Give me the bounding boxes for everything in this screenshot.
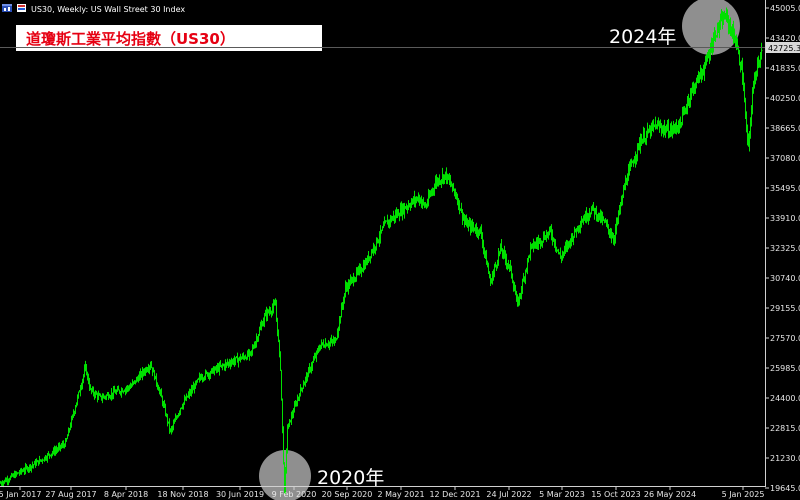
time-tick-label: 18 Nov 2018 [157, 490, 208, 499]
price-tick-label: 33910.0 [770, 214, 800, 223]
time-tick-label: 5 Jan 2025 [722, 490, 765, 499]
title-box [16, 25, 322, 51]
price-axis: 45005.0 43420.0 41835.0 40250.0 38665.0 37080… [765, 4, 800, 493]
time-tick-label: 26 May 2024 [644, 490, 696, 499]
price-tick-label: 32325.0 [770, 244, 800, 253]
time-tick-label: 9 Feb 2020 [272, 490, 317, 499]
last-price-label: 42725.3 [768, 44, 800, 53]
price-tick-label: 37080.0 [770, 154, 800, 163]
time-tick-label: 12 Dec 2021 [429, 490, 480, 499]
symbol-info: US30, Weekly: US Wall Street 30 Index [31, 5, 185, 14]
time-tick-label: 24 Jul 2022 [486, 490, 531, 499]
price-tick-label: 19645.0 [770, 484, 800, 493]
price-tick-label: 43420.0 [770, 34, 800, 43]
price-bars [0, 7, 763, 495]
price-tick-label: 29155.0 [770, 304, 800, 313]
time-tick-label: 15 Oct 2023 [591, 490, 640, 499]
last-price-box [766, 42, 800, 53]
price-tick-label: 25985.0 [770, 364, 800, 373]
price-tick-label: 30740.0 [770, 274, 800, 283]
price-tick-label: 40250.0 [770, 94, 800, 103]
price-tick-label: 24400.0 [770, 394, 800, 403]
price-tick-label: 22815.0 [770, 424, 800, 433]
price-tick-label: 41835.0 [770, 64, 800, 73]
chart-window-icon-2 [17, 4, 26, 12]
annotation-2024: 2024年 [609, 26, 676, 48]
time-tick-label: 27 Aug 2017 [45, 490, 96, 499]
price-tick-label: 35495.0 [770, 184, 800, 193]
chart-title: 道瓊斯工業平均指數（US30） [26, 30, 235, 48]
chart-window-icon [2, 4, 12, 12]
time-tick-label: 30 Jun 2019 [216, 490, 264, 499]
price-tick-label: 38665.0 [770, 124, 800, 133]
time-tick-label: 20 Sep 2020 [322, 490, 373, 499]
annotation-2020: 2020年 [317, 467, 384, 489]
time-tick-label: 5 Mar 2023 [539, 490, 585, 499]
time-tick-label: 8 Apr 2018 [104, 490, 148, 499]
ohlc-bar [760, 42, 763, 60]
time-tick-label: 5 Jan 2017 [0, 490, 41, 499]
price-tick-label: 21230.0 [770, 454, 800, 463]
price-tick-label: 27570.0 [770, 334, 800, 343]
price-tick-label: 45005.0 [770, 4, 800, 13]
time-tick-label: 2 May 2021 [377, 490, 424, 499]
time-axis: 5 Jan 2017 27 Aug 2017 8 Apr 2018 18 Nov 20… [0, 486, 764, 499]
